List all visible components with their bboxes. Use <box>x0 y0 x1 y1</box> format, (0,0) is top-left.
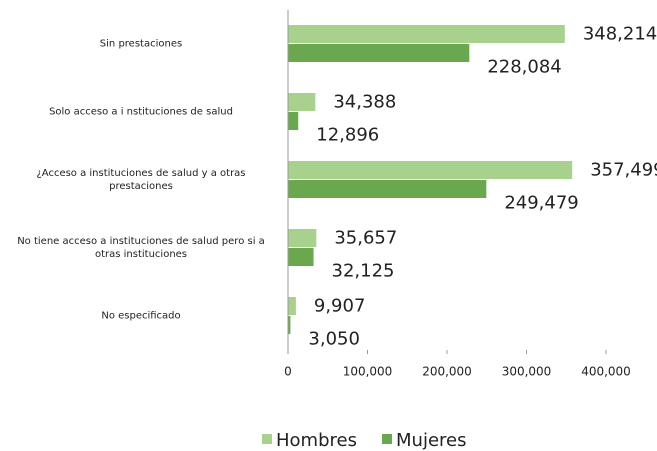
value-label: 3,050 <box>308 329 360 350</box>
legend-swatch <box>382 434 392 444</box>
value-label: 228,084 <box>487 57 561 78</box>
category-label: Sin prestaciones <box>99 38 183 50</box>
bar <box>288 248 314 266</box>
legend-swatch <box>262 434 272 444</box>
value-label: 348,214 <box>583 24 657 45</box>
x-tick-label: 0 <box>284 365 292 379</box>
category-label: ¿Acceso a instituciones de salud y a otr… <box>36 168 246 192</box>
x-tick-label: 100,000 <box>343 365 393 379</box>
bar <box>288 93 316 111</box>
bar <box>288 112 299 130</box>
bar <box>288 316 291 334</box>
legend-label: Hombres <box>276 430 357 451</box>
value-label: 249,479 <box>504 193 578 214</box>
value-label: 357,499 <box>590 160 657 181</box>
category-label: No especificado <box>101 310 181 322</box>
x-tick-label: 200,000 <box>422 365 472 379</box>
value-label: 34,388 <box>333 92 396 113</box>
value-label: 32,125 <box>332 261 395 282</box>
value-label: 12,896 <box>316 125 379 146</box>
bar <box>288 25 565 43</box>
bar <box>288 180 487 198</box>
x-tick-label: 300,000 <box>502 365 552 379</box>
x-tick-label: 400,000 <box>581 365 631 379</box>
bar <box>288 297 296 315</box>
category-label: No tiene acceso a instituciones de salud… <box>17 236 265 260</box>
bar <box>288 44 470 62</box>
value-label: 35,657 <box>334 228 397 249</box>
legend-label: Mujeres <box>396 430 466 451</box>
bar <box>288 229 317 247</box>
value-label: 9,907 <box>314 296 366 317</box>
bar <box>288 161 573 179</box>
category-label: Solo acceso a i nstituciones de salud <box>49 106 233 118</box>
